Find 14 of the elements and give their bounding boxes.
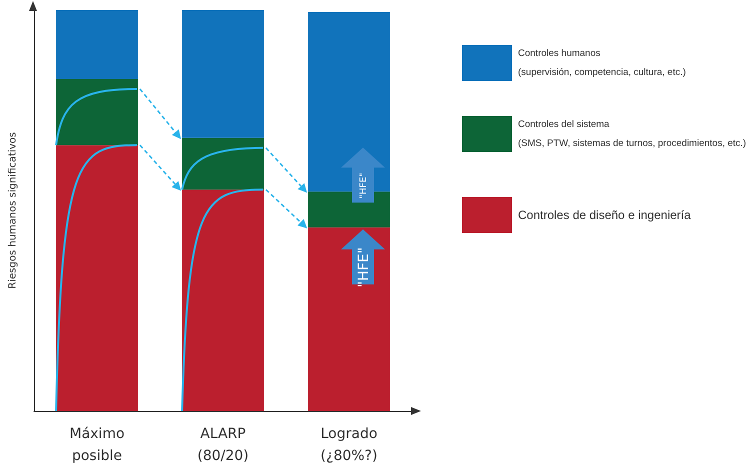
- x-tick-label: ALARP (80/20): [197, 426, 249, 464]
- text: Controles de diseño e ingeniería: [518, 206, 691, 224]
- bar: [56, 10, 138, 79]
- annotation: "HFE": [359, 172, 369, 199]
- bar: [308, 227, 390, 411]
- bar: [182, 138, 264, 190]
- y-axis-title: Riesgos humanos significativos: [8, 132, 18, 289]
- annotation: "HFE": [356, 247, 372, 288]
- bar: [182, 10, 264, 138]
- x-tick-label: Logrado (¿80%?): [320, 426, 378, 464]
- x-tick-label: Máximo posible: [69, 426, 125, 464]
- bar: [56, 78, 138, 146]
- text: Controles humanos (supervisión, competencia, cultura, etc.): [518, 47, 686, 80]
- text: Controles del sistema (SMS, PTW, sistemas de turnos, procedimientos, etc.): [518, 118, 746, 151]
